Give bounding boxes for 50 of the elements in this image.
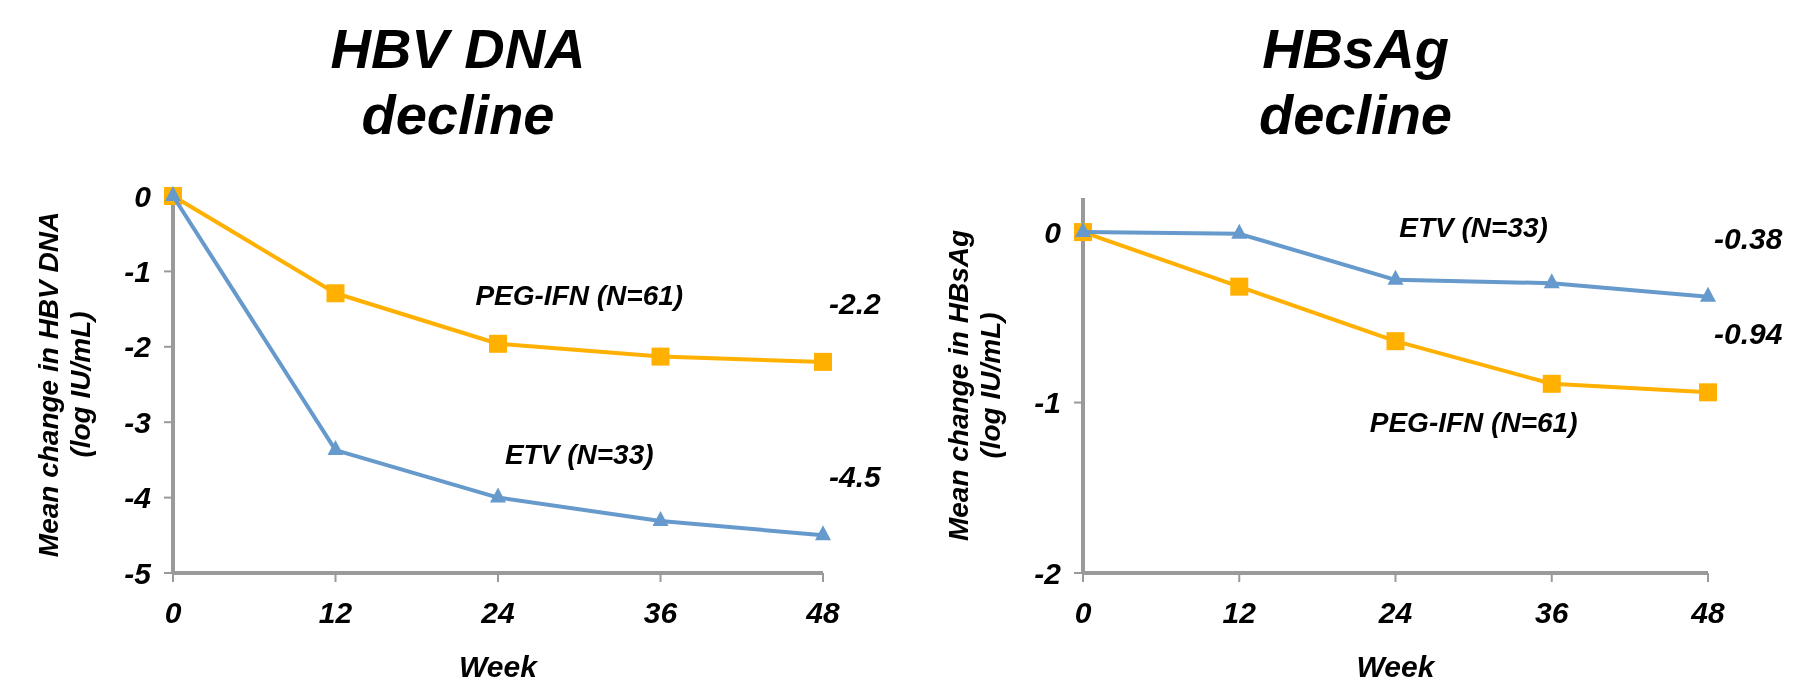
point xyxy=(1386,332,1405,351)
chart-title: HBsAg decline xyxy=(1259,17,1452,146)
point xyxy=(652,510,669,526)
point xyxy=(814,352,832,371)
x-tick-label: 36 xyxy=(1535,596,1569,629)
y-axis-title: Mean change in HBsAg (log IU/mL) xyxy=(943,229,1006,542)
y-tick-label: -2 xyxy=(1034,556,1062,590)
data-label: -2.2 xyxy=(829,286,882,320)
y-tick-label: -5 xyxy=(124,556,153,590)
x-axis-title: Week xyxy=(459,650,539,683)
x-tick-label: 36 xyxy=(643,596,678,629)
series-label: ETV (N=33) xyxy=(504,439,654,471)
data-label: -0.38 xyxy=(1714,221,1783,255)
data-label: -4.5 xyxy=(829,460,883,494)
y-tick-label: -4 xyxy=(124,481,152,515)
x-tick-label: 12 xyxy=(1222,596,1257,629)
point xyxy=(815,525,831,541)
x-tick-label: 24 xyxy=(480,596,515,629)
point xyxy=(1230,277,1249,296)
y-tick-label: -1 xyxy=(1034,386,1061,420)
chart-title: HBV DNA decline xyxy=(330,17,586,146)
x-tick-label: 48 xyxy=(1690,596,1725,629)
point xyxy=(1699,383,1717,402)
point xyxy=(1231,223,1248,239)
x-tick-label: 48 xyxy=(805,596,840,629)
point xyxy=(1387,269,1404,285)
y-tick-label: -3 xyxy=(124,405,152,439)
x-tick-label: 24 xyxy=(1377,596,1413,629)
y-tick-label: 0 xyxy=(1044,215,1062,249)
x-tick-label: 0 xyxy=(1074,596,1092,629)
y-tick-label: -2 xyxy=(124,330,152,364)
point xyxy=(1542,374,1561,393)
point xyxy=(1075,222,1091,238)
point xyxy=(489,334,507,353)
point xyxy=(651,347,670,366)
data-label: -0.94 xyxy=(1714,317,1783,351)
x-tick-label: 12 xyxy=(318,596,353,629)
point xyxy=(1543,273,1560,289)
y-axis-title: Mean change in HBV DNA (log IU/mL) xyxy=(33,211,96,558)
series-label: PEG-IFN (N=61) xyxy=(475,280,684,312)
point xyxy=(1700,286,1716,302)
x-axis-title: Week xyxy=(1356,650,1436,683)
y-tick-label: -1 xyxy=(124,254,151,288)
point xyxy=(490,487,506,503)
series-label: ETV (N=33) xyxy=(1399,211,1548,243)
y-tick-label: 0 xyxy=(134,179,152,213)
series-label: PEG-IFN (N=61) xyxy=(1369,407,1578,439)
point xyxy=(327,440,344,456)
x-tick-label: 0 xyxy=(164,596,182,629)
point xyxy=(326,284,345,303)
